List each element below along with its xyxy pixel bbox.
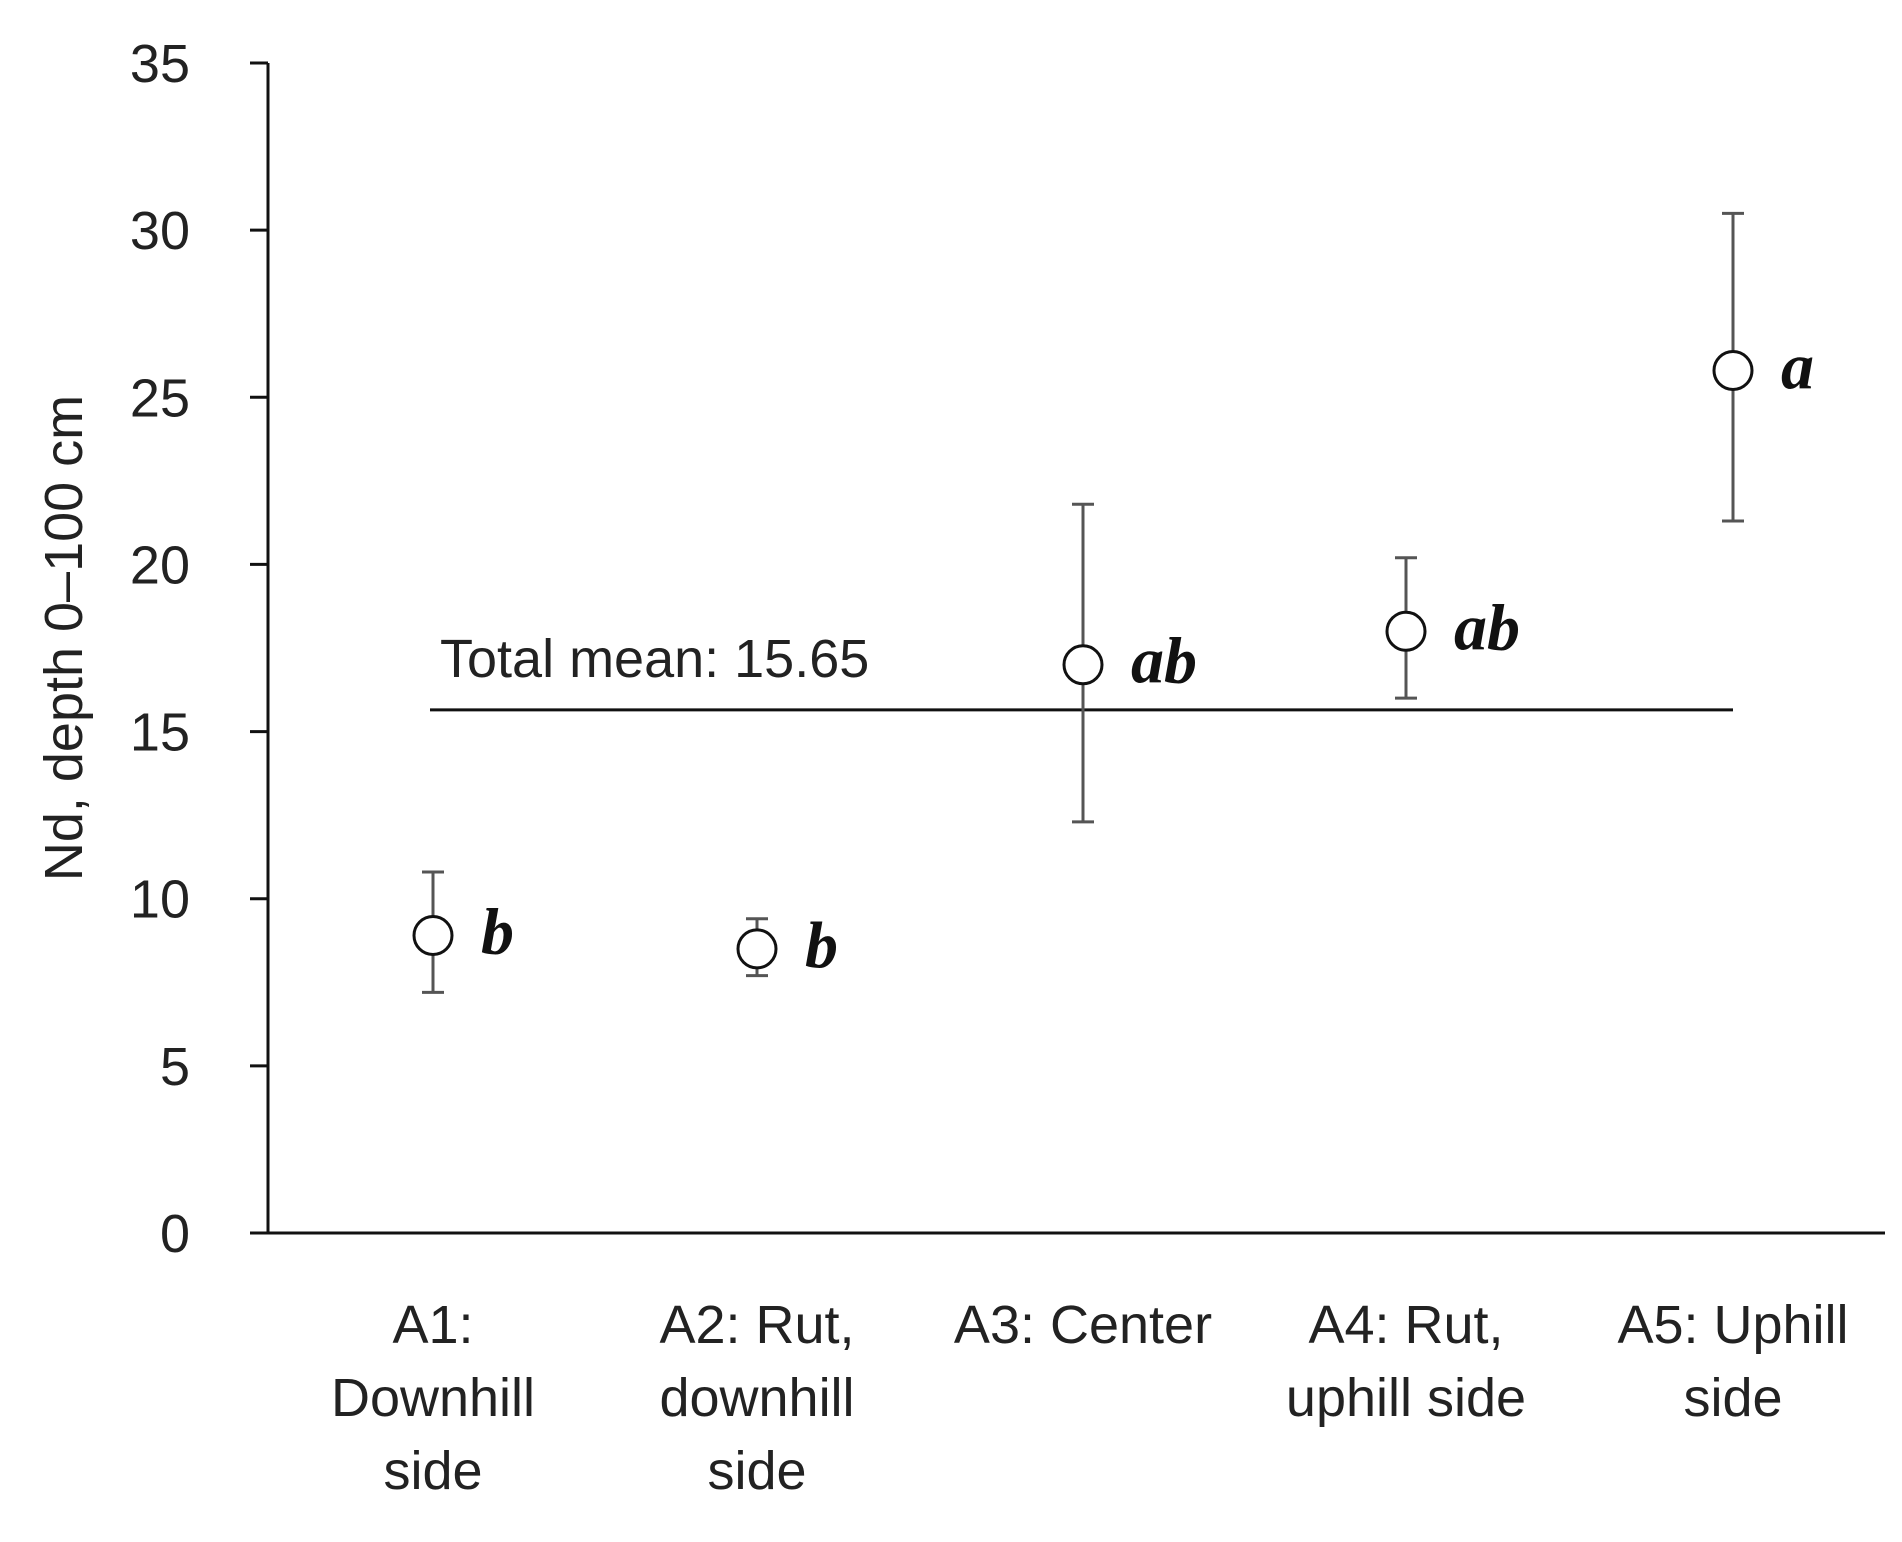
total-mean-label: Total mean: 15.65	[440, 629, 869, 689]
significance-letter: ab	[1131, 625, 1197, 698]
x-category-label: A5: Uphill side	[1617, 1295, 1848, 1428]
x-category-label: A3: Center	[954, 1295, 1212, 1355]
significance-letter: b	[481, 895, 514, 968]
x-category-label-line: side	[383, 1441, 482, 1501]
x-category-label: A4: Rut, uphill side	[1286, 1295, 1526, 1428]
total-mean-group: Total mean: 15.65	[430, 629, 1733, 712]
data-point	[736, 928, 778, 970]
y-axis-ticks: 0 5 10 15 20 25 30 35	[130, 34, 268, 1264]
y-tick-label: 20	[130, 535, 190, 595]
x-category-label-line: side	[1683, 1368, 1782, 1428]
x-category-label-line: A1:	[392, 1295, 473, 1355]
significance-letter: b	[805, 909, 838, 982]
x-category-label: A2: Rut, downhill side	[659, 1295, 854, 1501]
x-category-label-line: Downhill	[331, 1368, 535, 1428]
y-axis-title: Nd, depth 0–100 cm	[34, 395, 94, 881]
y-tick-label: 30	[130, 201, 190, 261]
y-tick-label: 5	[160, 1037, 190, 1097]
y-tick-label: 10	[130, 870, 190, 930]
data-point	[1385, 610, 1427, 652]
y-tick-label: 15	[130, 703, 190, 763]
x-category-label-line: A5: Uphill	[1617, 1295, 1848, 1355]
data-point	[1712, 350, 1754, 392]
x-category-label: A1: Downhill side	[331, 1295, 535, 1501]
data-point	[412, 914, 454, 956]
x-category-label-line: downhill	[659, 1368, 854, 1428]
significance-letter: ab	[1454, 591, 1520, 664]
y-axis-title-group: Nd, depth 0–100 cm	[34, 395, 94, 881]
x-category-label-line: side	[707, 1441, 806, 1501]
y-tick-label: 25	[130, 368, 190, 428]
x-axis-category-labels: A1: Downhill side A2: Rut, downhill side A3: C…	[331, 1295, 1849, 1501]
y-tick-label: 0	[160, 1204, 190, 1264]
x-category-label-line: uphill side	[1286, 1368, 1526, 1428]
data-point	[1062, 644, 1104, 686]
significance-letter: a	[1781, 331, 1814, 404]
x-category-label-line: A4: Rut,	[1308, 1295, 1503, 1355]
data-points: b b ab ab a	[412, 211, 1814, 994]
x-category-label-line: A2: Rut,	[659, 1295, 854, 1355]
x-category-label-line: A3: Center	[954, 1295, 1212, 1355]
y-tick-label: 35	[130, 34, 190, 94]
